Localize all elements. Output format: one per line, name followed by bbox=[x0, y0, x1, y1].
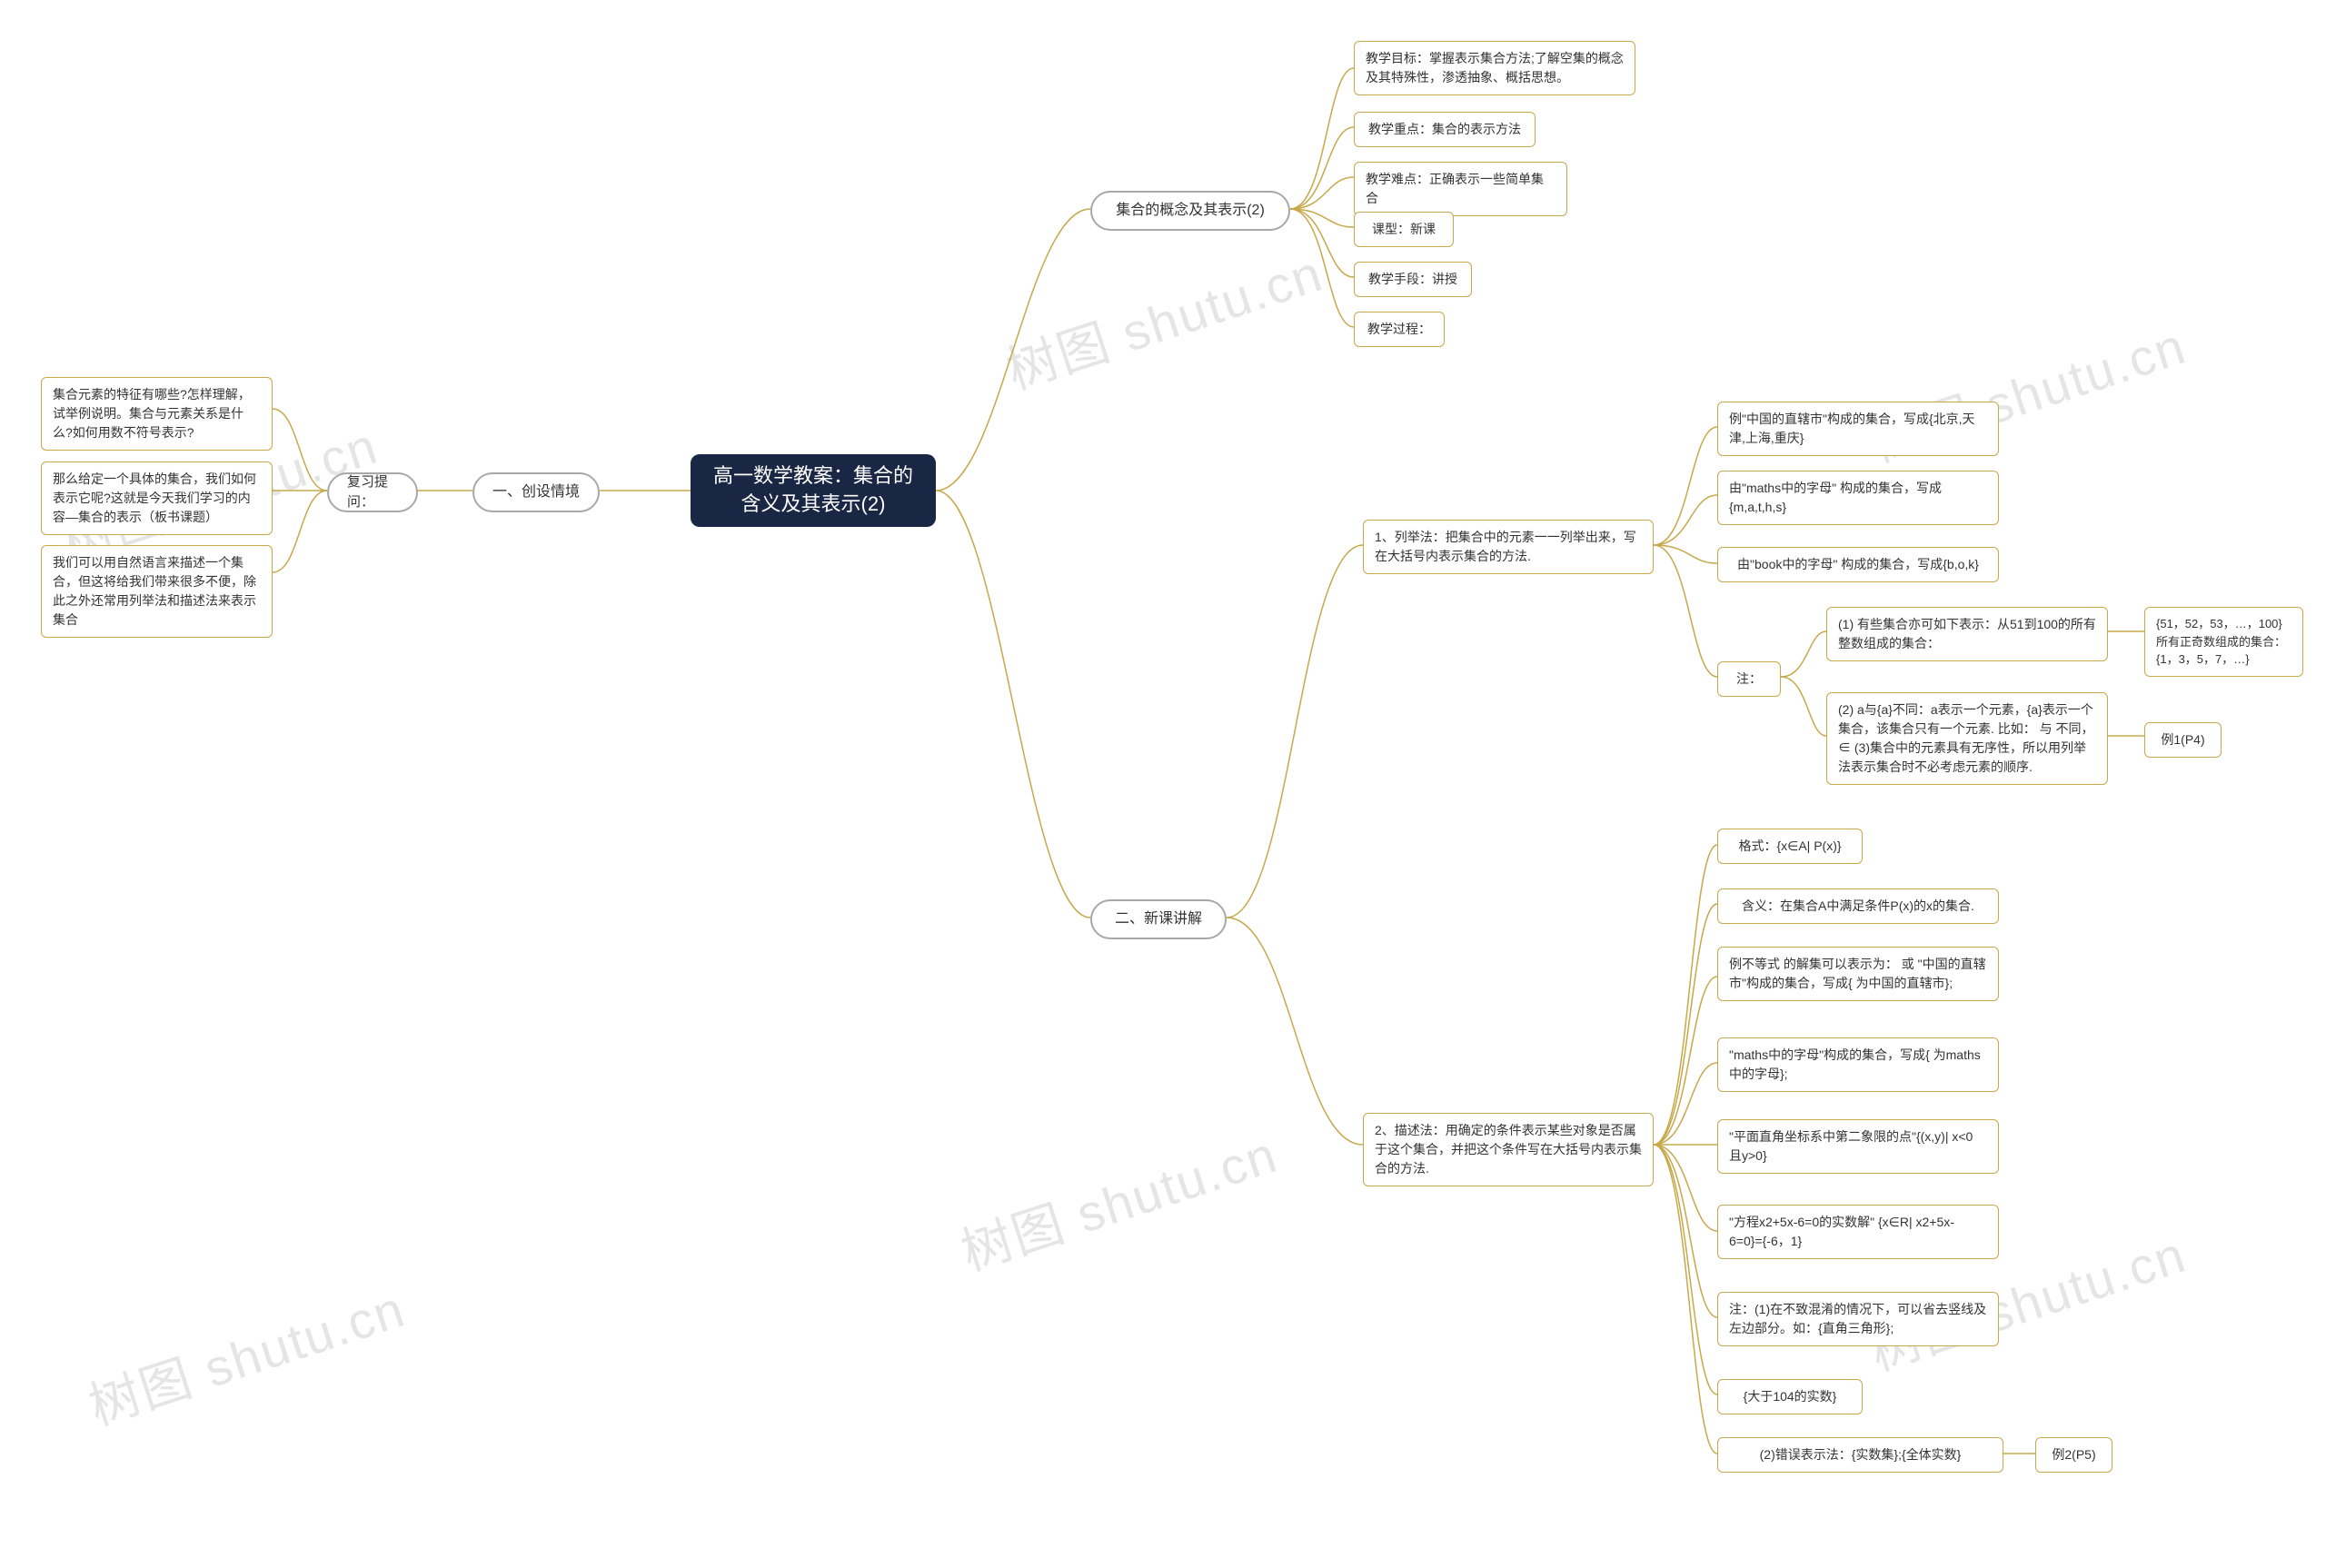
a-type: 课型：新课 bbox=[1354, 212, 1454, 247]
m2-2: 含义：在集合A中满足条件P(x)的x的集合. bbox=[1717, 888, 1999, 924]
watermark: 树图 shutu.cn bbox=[950, 1114, 1286, 1285]
root-node[interactable]: 高一数学教案：集合的含义及其表示(2) bbox=[691, 454, 936, 527]
a-focus: 教学重点：集合的表示方法 bbox=[1354, 112, 1536, 147]
review-questions[interactable]: 复习提问： bbox=[327, 472, 418, 512]
a-goal: 教学目标：掌握表示集合方法;了解空集的概念及其特殊性，渗透抽象、概括思想。 bbox=[1354, 41, 1635, 95]
m1-note-1: (1) 有些集合亦可如下表示：从51到100的所有整数组成的集合： bbox=[1826, 607, 2108, 661]
a-method: 教学手段：讲授 bbox=[1354, 262, 1472, 297]
m1-ex3: 由"book中的字母" 构成的集合，写成{b,o,k} bbox=[1717, 547, 1999, 582]
watermark: 树图 shutu.cn bbox=[78, 1268, 413, 1440]
m2-8: {大于104的实数} bbox=[1717, 1379, 1863, 1414]
section-2[interactable]: 二、新课讲解 bbox=[1090, 899, 1227, 939]
m2-6: "方程x2+5x-6=0的实数解" {x∈R| x2+5x-6=0}={-6，1… bbox=[1717, 1205, 1999, 1259]
m1-note-2-tail: 例1(P4) bbox=[2144, 722, 2222, 758]
a-difficulty: 教学难点：正确表示一些简单集合 bbox=[1354, 162, 1567, 216]
method-1[interactable]: 1、列举法：把集合中的元素一一列举出来，写在大括号内表示集合的方法. bbox=[1363, 520, 1654, 574]
m2-3: 例不等式 的解集可以表示为： 或 "中国的直辖市"构成的集合，写成{ 为中国的直… bbox=[1717, 947, 1999, 1001]
m1-note[interactable]: 注： bbox=[1717, 661, 1781, 697]
m1-note-2: (2) a与{a}不同：a表示一个元素，{a}表示一个集合，该集合只有一个元素.… bbox=[1826, 692, 2108, 785]
watermark: 树图 shutu.cn bbox=[996, 233, 1331, 404]
m1-ex1: 例"中国的直辖市"构成的集合，写成{北京,天津,上海,重庆} bbox=[1717, 402, 1999, 456]
a-process: 教学过程： bbox=[1354, 312, 1445, 347]
m2-7: 注：(1)在不致混淆的情况下，可以省去竖线及左边部分。如：{直角三角形}; bbox=[1717, 1292, 1999, 1346]
m2-4: "maths中的字母"构成的集合，写成{ 为maths中的字母}; bbox=[1717, 1037, 1999, 1092]
m1-note-1-tail: {51，52，53，…，100}所有正奇数组成的集合：{1，3，5，7，…} bbox=[2144, 607, 2303, 677]
concept-section[interactable]: 集合的概念及其表示(2) bbox=[1090, 191, 1290, 231]
m2-5: "平面直角坐标系中第二象限的点"{(x,y)| x<0 且y>0} bbox=[1717, 1119, 1999, 1174]
review-q3: 我们可以用自然语言来描述一个集合，但这将给我们带来很多不便，除此之外还常用列举法… bbox=[41, 545, 273, 638]
review-q1: 集合元素的特征有哪些?怎样理解，试举例说明。集合与元素关系是什么?如何用数不符号… bbox=[41, 377, 273, 451]
m2-9-tail: 例2(P5) bbox=[2035, 1437, 2112, 1473]
method-2[interactable]: 2、描述法：用确定的条件表示某些对象是否属于这个集合，并把这个条件写在大括号内表… bbox=[1363, 1113, 1654, 1186]
m1-ex2: 由"maths中的字母" 构成的集合，写成{m,a,t,h,s} bbox=[1717, 471, 1999, 525]
m2-9: (2)错误表示法：{实数集};{全体实数} bbox=[1717, 1437, 2003, 1473]
review-q2: 那么给定一个具体的集合，我们如何表示它呢?这就是今天我们学习的内容—集合的表示（… bbox=[41, 461, 273, 535]
section-1[interactable]: 一、创设情境 bbox=[472, 472, 600, 512]
m2-1: 格式：{x∈A| P(x)} bbox=[1717, 829, 1863, 864]
